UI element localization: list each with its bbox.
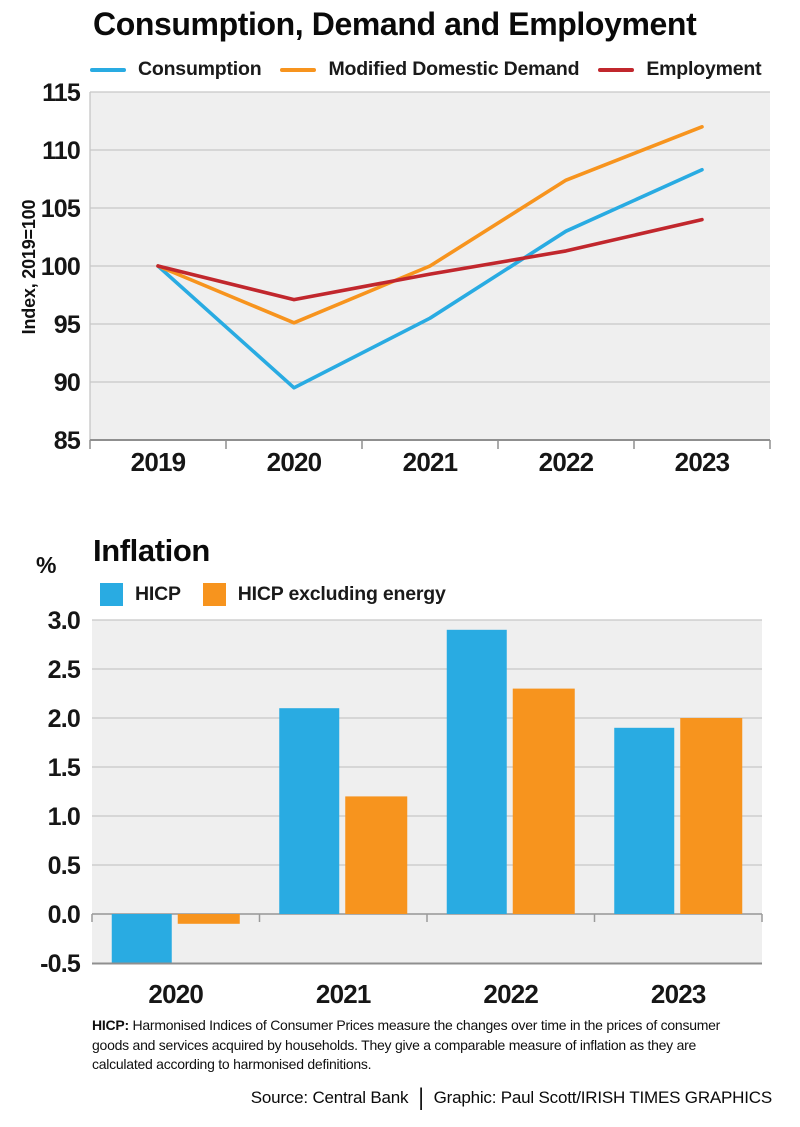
legend-label-consumption: Consumption	[138, 58, 262, 80]
line-chart-y-axis-title: Index, 2019=100	[19, 199, 39, 335]
y-tick-label-105: 105	[41, 195, 81, 223]
x-tick-label-2020: 2020	[267, 447, 322, 477]
legend-square-swatch-hicp-excluding-energy	[202, 583, 226, 606]
bar-hicp-2020	[111, 914, 172, 963]
x-tick-label-2021: 2021	[403, 447, 458, 477]
legend-line-swatch-employment	[598, 67, 635, 72]
bar-series-hicp-excluding-energy	[177, 688, 743, 924]
footnote-term: HICP:	[92, 1017, 129, 1033]
bar-chart-legend: HICP HICP excluding energy	[100, 583, 446, 606]
y-tick-label--0.5: -0.5	[40, 950, 81, 978]
legend-item-consumption: Consumption	[90, 58, 262, 81]
y-tick-label-1.5: 1.5	[48, 754, 81, 782]
x-tick-label-2022: 2022	[539, 447, 594, 477]
footnote: HICP: Harmonised Indices of Consumer Pri…	[92, 1016, 792, 1075]
bar-hicp-2022	[446, 629, 507, 914]
y-tick-label-2.5: 2.5	[48, 656, 81, 684]
x-tick-label-2022: 2022	[483, 979, 538, 1009]
bar-hicp-excluding-energy-2021	[345, 796, 408, 914]
footnote-line-1: HICP: Harmonised Indices of Consumer Pri…	[92, 1017, 721, 1033]
bar-chart-y-axis-title: %	[36, 552, 57, 578]
source-credit-line: Source: Central Bank | Graphic: Paul Sco…	[250, 1084, 773, 1111]
legend-line-swatch-modified-domestic-demand	[280, 67, 317, 72]
line-chart-x-tick-labels: 2019 2020 2021 2022 2023	[131, 447, 731, 477]
bar-hicp-2023	[614, 727, 675, 914]
line-chart-x-ticks	[89, 440, 771, 449]
bar-chart-x-tick-labels: 2020 2021 2022 2023	[148, 979, 706, 1009]
y-tick-label-115: 115	[42, 79, 81, 107]
bar-hicp-excluding-energy-2020	[177, 914, 240, 924]
bar-chart-x-ticks	[91, 914, 763, 922]
footnote-line-3: calculated according to harmonised defin…	[92, 1056, 372, 1073]
legend-item-hicp-excluding-energy: HICP excluding energy	[202, 583, 446, 606]
legend-label-employment: Employment	[646, 58, 762, 80]
bar-chart-y-tick-labels: -0.5 0.0 0.5 1.0 1.5 2.0 2.5 3.0	[40, 607, 82, 978]
legend-label-hicp-excluding-energy: HICP excluding energy	[237, 583, 446, 605]
line-series-consumption	[156, 167, 704, 390]
legend-item-hicp: HICP	[100, 583, 181, 606]
y-tick-label-100: 100	[41, 253, 80, 281]
legend-label-modified-domestic-demand: Modified Domestic Demand	[328, 58, 580, 80]
bar-chart-title: Inflation	[93, 533, 210, 568]
separator-bar: |	[418, 1084, 424, 1111]
source-label: Source: Central Bank	[250, 1088, 409, 1107]
y-tick-label-0.5: 0.5	[48, 852, 81, 880]
bar-hicp-excluding-energy-2022	[512, 688, 575, 914]
legend-item-employment: Employment	[598, 58, 762, 81]
bar-hicp-2021	[279, 708, 340, 914]
legend-item-modified-domestic-demand: Modified Domestic Demand	[280, 58, 580, 81]
y-tick-label-110: 110	[42, 137, 80, 165]
line-chart-y-tick-labels: 85 90 95 100 105 110 115	[41, 79, 82, 455]
x-tick-label-2019: 2019	[131, 447, 186, 477]
y-tick-label-1: 1.0	[48, 803, 80, 831]
bar-hicp-excluding-energy-2023	[680, 718, 743, 914]
footnote-line-2: goods and services acquired by household…	[92, 1036, 697, 1053]
line-chart: 85 90 95 100 105 110 115 2019 2020 2021 2022 2023	[41, 79, 771, 477]
y-tick-label-90: 90	[54, 369, 80, 397]
legend-line-swatch-consumption	[90, 67, 126, 72]
credit-label: Graphic: Paul Scott/IRISH TIMES GRAPHICS	[433, 1088, 773, 1107]
x-tick-label-2021: 2021	[316, 979, 371, 1009]
y-tick-label-2: 2.0	[48, 705, 80, 733]
line-chart-title: Consumption, Demand and Employment	[93, 6, 697, 42]
line-series-modified-domestic-demand	[156, 125, 704, 325]
y-tick-label-3: 3.0	[48, 607, 80, 635]
x-tick-label-2023: 2023	[675, 447, 730, 477]
legend-label-hicp: HICP	[135, 583, 181, 605]
legend-square-swatch-hicp	[100, 583, 123, 606]
line-chart-legend: Consumption Modified Domestic Demand Emplo…	[90, 58, 762, 81]
bar-series-hicp	[111, 629, 675, 963]
y-tick-label-95: 95	[54, 311, 81, 339]
y-tick-label-0: 0.0	[48, 901, 80, 929]
x-tick-label-2020: 2020	[148, 979, 203, 1009]
line-series-employment	[156, 217, 704, 302]
x-tick-label-2023: 2023	[651, 979, 706, 1009]
y-tick-label-85: 85	[54, 427, 81, 455]
